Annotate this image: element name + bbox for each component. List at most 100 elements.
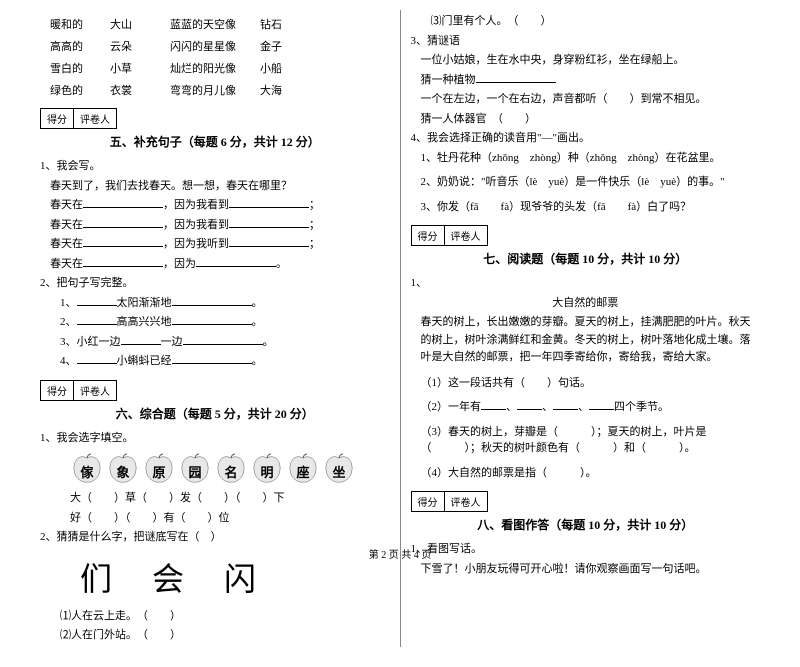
wp: 灿烂的阳光像 xyxy=(170,60,260,76)
apple-icon: 明 xyxy=(250,452,284,484)
t: ）下 xyxy=(263,492,285,504)
riddle-text: 一个在左边，一个在右边，声音都听（ ）到常不相见。 xyxy=(411,91,761,108)
word-pair-block: 暖和的大山蓝蓝的天空像钻石 高高的云朵闪闪的星星像金子 雪白的小草灿烂的阳光像小… xyxy=(40,16,390,98)
riddle-ans: 猜一人体器官 （ ） xyxy=(411,111,761,128)
score-box: 得分 评卷人 xyxy=(40,108,390,129)
t: 太阳渐渐地 xyxy=(117,297,172,309)
wp: 绿色的 xyxy=(50,82,110,98)
apple-char: 座 xyxy=(296,462,309,481)
reading-q: （3）春天的树上，芽瓣是（ ）；夏天的树上，叶片是（ ）；秋天的树叶颜色有（ ）… xyxy=(411,424,761,457)
q: 4、我会选择正确的读音用"—"画出。 xyxy=(411,130,761,147)
pinyin-line: 1、牡丹花种（zhǒng zhòng）种（zhǒng zhòng）在花盆里。 xyxy=(411,150,761,167)
fill-line: 3、小红一边一边。 xyxy=(40,334,390,351)
t: 3、小红一边 xyxy=(60,336,121,348)
t: 春天在 xyxy=(50,199,83,211)
section-6-title: 六、综合题（每题 5 分，共计 20 分） xyxy=(40,405,390,422)
wp: 钻石 xyxy=(260,16,310,32)
section-5-title: 五、补充句子（每题 6 分，共计 12 分） xyxy=(40,133,390,150)
fill-line: 春天在，因为我看到； xyxy=(40,217,390,234)
fill-line: 2、高高兴兴地。 xyxy=(40,314,390,331)
t: （2）一年有 xyxy=(421,401,482,413)
apple-icon: 傢 xyxy=(70,452,104,484)
score-box: 得分 评卷人 xyxy=(40,380,390,401)
apple-icon: 坐 xyxy=(322,452,356,484)
reading-q: （1）这一段话共有（ ）句话。 xyxy=(411,375,761,392)
apple-char: 名 xyxy=(224,462,237,481)
t: ）草（ xyxy=(114,492,147,504)
grader-label: 评卷人 xyxy=(445,491,488,512)
wp: 高高的 xyxy=(50,38,110,54)
wp: 小草 xyxy=(110,60,170,76)
fill-line: 春天在，因为我听到； xyxy=(40,236,390,253)
score-label: 得分 xyxy=(40,108,74,129)
t: ，因为我看到 xyxy=(163,199,229,211)
t: 1、 xyxy=(60,297,77,309)
fill-line: 1、太阳渐渐地。 xyxy=(40,295,390,312)
q: 1、我会写。 xyxy=(40,158,390,175)
t: 小蝌蚪已经 xyxy=(117,355,172,367)
t: 猜一种植物 xyxy=(421,74,476,86)
apple-icon: 名 xyxy=(214,452,248,484)
score-label: 得分 xyxy=(411,225,445,246)
reading-q: （4）大自然的邮票是指（ ）。 xyxy=(411,465,761,482)
wp: 弯弯的月儿像 xyxy=(170,82,260,98)
t: 高高兴兴地 xyxy=(117,316,172,328)
wp: 小船 xyxy=(260,60,310,76)
t: ）有（ xyxy=(153,512,186,524)
writing-prompt: 下雪了！小朋友玩得可开心啦！请你观察画面写一句话吧。 xyxy=(411,561,761,578)
apple-char: 坐 xyxy=(332,462,345,481)
t: ）（ xyxy=(224,492,241,504)
t: 春天在 xyxy=(50,258,83,270)
t: ，因为我听到 xyxy=(163,238,229,250)
t: ）位 xyxy=(208,512,230,524)
q: 2、把句子写完整。 xyxy=(40,275,390,292)
apple-char: 明 xyxy=(260,462,273,481)
t: ）发（ xyxy=(169,492,202,504)
wp: 金子 xyxy=(260,38,310,54)
t: ）（ xyxy=(114,512,131,524)
apple-char: 傢 xyxy=(80,462,93,481)
wp: 雪白的 xyxy=(50,60,110,76)
score-box: 得分 评卷人 xyxy=(411,225,761,246)
wp: 暖和的 xyxy=(50,16,110,32)
fill-line: 春天在，因为。 xyxy=(40,256,390,273)
fill-line: 春天在，因为我看到； xyxy=(40,197,390,214)
t: 春天在 xyxy=(50,219,83,231)
t: 一边 xyxy=(161,336,183,348)
riddle-line: ⑴人在云上走。 （ ） xyxy=(40,608,390,625)
t: 2、 xyxy=(60,316,77,328)
page-footer: 第 2 页 共 4 页 xyxy=(0,546,800,561)
grader-label: 评卷人 xyxy=(74,380,117,401)
apple-row: 傢 象 原 园 名 明 座 坐 xyxy=(40,452,390,484)
passage-text: 春天的树上，长出嫩嫩的芽瓣。夏天的树上，挂满肥肥的叶片。秋天的树上，树叶涂满鲜红… xyxy=(411,314,761,367)
riddle-ans: 猜一种植物 xyxy=(411,72,761,89)
wp: 闪闪的星星像 xyxy=(170,38,260,54)
t: 四个季节。 xyxy=(614,401,669,413)
q: 3、猜谜语 xyxy=(411,33,761,50)
section-8-title: 八、看图作答（每题 10 分，共计 10 分） xyxy=(411,516,761,533)
wp: 云朵 xyxy=(110,38,170,54)
apple-icon: 象 xyxy=(106,452,140,484)
grader-label: 评卷人 xyxy=(445,225,488,246)
apple-icon: 园 xyxy=(178,452,212,484)
t: ，因为我看到 xyxy=(163,219,229,231)
riddle-line: ⑶门里有个人。 （ ） xyxy=(411,13,761,30)
fill-row: 大（ ）草（ ）发（ ）（ ）下 xyxy=(40,490,390,507)
apple-icon: 座 xyxy=(286,452,320,484)
pinyin-line: 2、奶奶说："听音乐（lè yuè）是一件快乐（lè yuè）的事。" xyxy=(411,174,761,191)
score-label: 得分 xyxy=(411,491,445,512)
worksheet-page: 暖和的大山蓝蓝的天空像钻石 高高的云朵闪闪的星星像金子 雪白的小草灿烂的阳光像小… xyxy=(0,0,800,667)
t: 春天在 xyxy=(50,238,83,250)
score-box: 得分 评卷人 xyxy=(411,491,761,512)
riddle-line: ⑵人在门外站。 （ ） xyxy=(40,627,390,644)
t: 大（ xyxy=(70,492,92,504)
section-7-title: 七、阅读题（每题 10 分，共计 10 分） xyxy=(411,250,761,267)
q: 1、 xyxy=(411,275,761,292)
wp: 大海 xyxy=(260,82,310,98)
score-label: 得分 xyxy=(40,380,74,401)
pinyin-line: 3、你发（fā fà）现爷爷的头发（fā fà）白了吗？ xyxy=(411,199,761,216)
wp: 蓝蓝的天空像 xyxy=(170,16,260,32)
wp: 大山 xyxy=(110,16,170,32)
riddle-text: 一位小姑娘，生在水中央，身穿粉红衫，坐在绿船上。 xyxy=(411,52,761,69)
wp: 衣裳 xyxy=(110,82,170,98)
